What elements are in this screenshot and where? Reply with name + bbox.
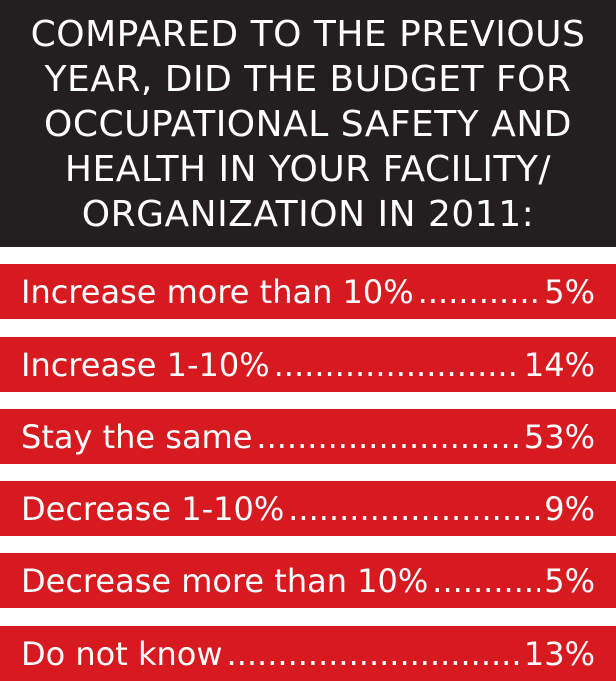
title-line: OCCUPATIONAL SAFETY AND — [44, 104, 572, 145]
title-line: YEAR, DID THE BUDGET FOR — [44, 59, 572, 100]
dot-leader — [274, 346, 520, 384]
answer-value: 53% — [523, 417, 595, 456]
answer-label: Increase more than 10% — [21, 272, 414, 311]
answer-value: 14% — [523, 345, 595, 384]
answer-label: Increase 1-10% — [21, 345, 270, 384]
title-line: COMPARED TO THE PREVIOUS — [30, 14, 586, 55]
answer-value: 5% — [544, 272, 595, 311]
answer-label: Decrease more than 10% — [21, 561, 429, 600]
answer-row: Decrease 1-10% 9% — [0, 481, 616, 536]
dot-leader — [227, 635, 520, 673]
question-title: COMPARED TO THE PREVIOUS YEAR, DID THE B… — [0, 0, 616, 237]
dot-leader — [418, 273, 541, 311]
answer-label: Decrease 1-10% — [21, 489, 285, 528]
answer-row: Increase 1-10% 14% — [0, 337, 616, 392]
dot-leader — [256, 418, 519, 456]
answer-row: Increase more than 10% 5% — [0, 264, 616, 319]
question-header: COMPARED TO THE PREVIOUS YEAR, DID THE B… — [0, 0, 616, 247]
answer-row: Decrease more than 10% 5% — [0, 553, 616, 608]
title-line: ORGANIZATION IN 2011: — [81, 194, 535, 235]
answer-label: Stay the same — [21, 417, 253, 456]
answer-value: 9% — [544, 489, 595, 528]
answer-row: Do not know 13% — [0, 626, 616, 681]
dot-leader — [432, 562, 540, 600]
answer-label: Do not know — [21, 634, 223, 673]
title-line: HEALTH IN YOUR FACILITY/ — [64, 149, 552, 190]
answer-value: 5% — [544, 561, 595, 600]
answer-row: Stay the same 53% — [0, 409, 616, 464]
dot-leader — [288, 490, 540, 528]
answer-value: 13% — [523, 634, 595, 673]
